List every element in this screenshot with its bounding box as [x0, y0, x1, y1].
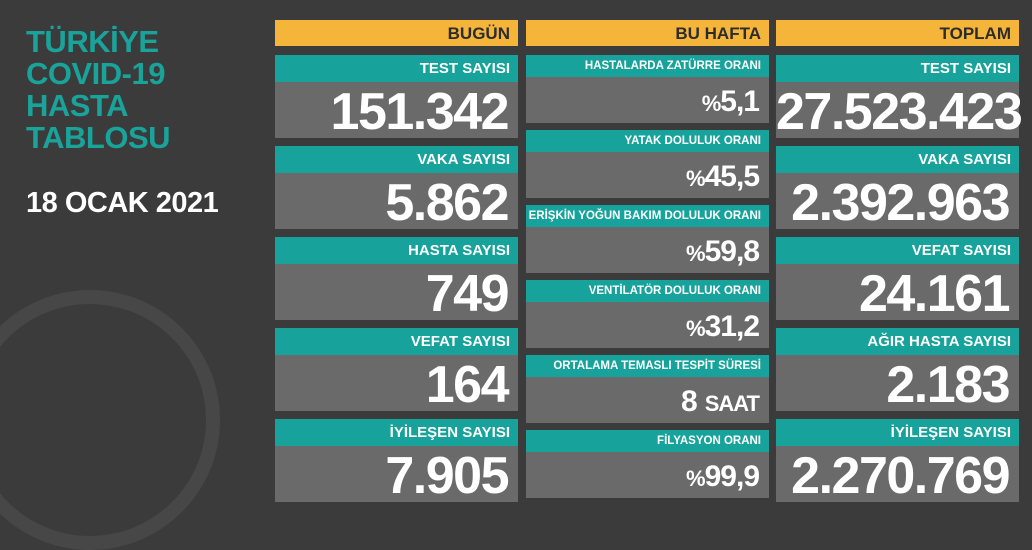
card-label: HASTALARDA ZATÜRRE ORANI	[526, 55, 769, 77]
value-prefix: %	[686, 316, 706, 341]
value: 164	[425, 356, 510, 414]
emblem	[0, 290, 220, 550]
card-value: 8 SAAT	[526, 377, 769, 423]
value: 5.862	[385, 174, 509, 232]
value-prefix: %	[701, 91, 722, 116]
card-label: İYİLEŞEN SAYISI	[275, 419, 518, 446]
card-label: ERİŞKİN YOĞUN BAKIM DOLULUK ORANI	[526, 205, 769, 227]
card-label: VAKA SAYISI	[275, 146, 518, 173]
card-value: 5.862	[275, 173, 518, 232]
card-label: FİLYASYON ORANI	[526, 430, 769, 452]
value: 24.161	[858, 265, 1011, 323]
card-label: AĞIR HASTA SAYISI	[776, 328, 1019, 355]
card-label: TEST SAYISI	[275, 55, 518, 82]
value-prefix: %	[686, 466, 706, 491]
card-label: TEST SAYISI	[776, 55, 1019, 82]
card-value: 151.342	[275, 82, 518, 141]
card-label: VEFAT SAYISI	[275, 328, 518, 355]
value: 5,1	[720, 85, 760, 118]
date: 18 OCAK 2021	[26, 187, 219, 219]
value: 2.392.963	[791, 174, 1010, 232]
card-label: YATAK DOLULUK ORANI	[526, 130, 769, 152]
card-label: VEFAT SAYISI	[776, 237, 1019, 264]
column-header: BUGÜN	[275, 20, 518, 46]
card-value: 2.183	[776, 355, 1019, 414]
card-value: %99,9	[526, 452, 769, 498]
value-suffix: SAAT	[704, 391, 760, 416]
value: 27.523.423	[776, 83, 1023, 141]
value: 8	[681, 385, 698, 418]
card-label: HASTA SAYISI	[275, 237, 518, 264]
value: 749	[425, 265, 510, 323]
value: 2.270.769	[791, 447, 1010, 505]
card-value: %45,5	[526, 152, 769, 198]
value: 31,2	[704, 310, 760, 343]
title-line: HASTA	[26, 88, 128, 123]
card-label: VENTİLATÖR DOLULUK ORANI	[526, 280, 769, 302]
value: 7.905	[385, 447, 509, 505]
value: 45,5	[704, 160, 760, 193]
title-line: TABLOSU	[26, 120, 171, 155]
card-label: VAKA SAYISI	[776, 146, 1019, 173]
card-label: ORTALAMA TEMASLI TESPİT SÜRESİ	[526, 355, 769, 377]
value: 59,8	[704, 235, 760, 268]
card-value: %59,8	[526, 227, 769, 273]
card-value: 2.270.769	[776, 446, 1019, 505]
card-label: İYİLEŞEN SAYISI	[776, 419, 1019, 446]
card-value: %31,2	[526, 302, 769, 348]
title: TÜRKİYE COVID-19 HASTA TABLOSU	[26, 24, 171, 155]
title-line: TÜRKİYE	[26, 24, 159, 59]
value: 2.183	[886, 356, 1010, 414]
value: 151.342	[330, 83, 510, 141]
dashboard: TÜRKİYE COVID-19 HASTA TABLOSU 18 OCAK 2021…	[0, 20, 1023, 550]
value-prefix: %	[686, 241, 706, 266]
title-line: COVID-19	[26, 56, 165, 91]
card-value: 164	[275, 355, 518, 414]
card-value: 749	[275, 264, 518, 323]
card-value: %5,1	[526, 77, 769, 123]
card-value: 24.161	[776, 264, 1019, 323]
value: 99,9	[704, 460, 760, 493]
card-value: 27.523.423	[776, 82, 1023, 141]
value-prefix: %	[686, 166, 706, 191]
card-value: 2.392.963	[776, 173, 1019, 232]
card-value: 7.905	[275, 446, 518, 505]
column-header: BU HAFTA	[526, 20, 769, 46]
column-header: TOPLAM	[776, 20, 1019, 46]
